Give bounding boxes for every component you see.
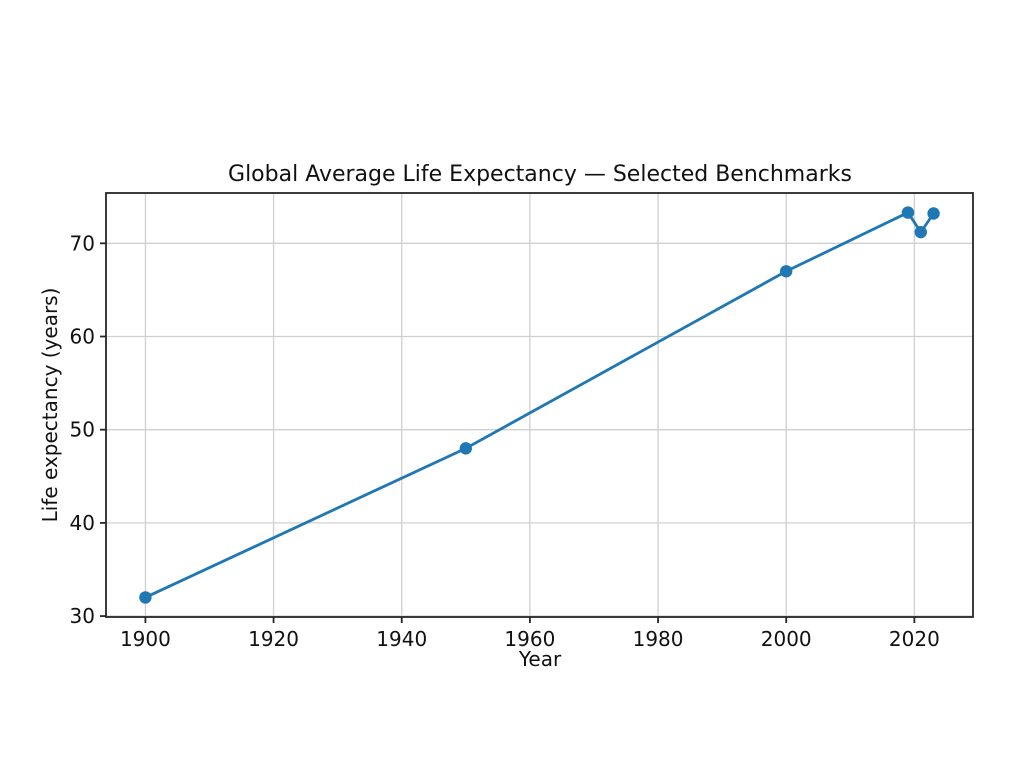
gridlines [106, 193, 973, 617]
x-axis-label: Year [518, 647, 562, 671]
axis-ticks: 1900 1920 1940 1960 1980 2000 2020 30 40 50 60 70 [70, 231, 940, 651]
y-tick-label: 70 [70, 231, 95, 255]
plot-border [105, 192, 974, 618]
data-point [927, 207, 940, 220]
x-tick-label: 1920 [248, 627, 299, 651]
chart-line [144, 211, 935, 599]
data-series [139, 206, 940, 604]
x-tick-label: 1960 [504, 627, 555, 651]
data-point [139, 591, 152, 604]
x-tick-label: 1940 [376, 627, 427, 651]
x-tick-label: 2020 [889, 627, 940, 651]
chart-title: Global Average Life Expectancy — Selecte… [228, 162, 852, 187]
data-point [780, 265, 793, 278]
y-tick-label: 60 [70, 325, 95, 349]
y-tick-label: 40 [70, 511, 95, 535]
y-tick-label: 50 [70, 418, 95, 442]
x-tick-label: 1900 [120, 627, 171, 651]
x-tick-label: 2000 [761, 627, 812, 651]
data-point [901, 206, 915, 219]
data-point [459, 442, 473, 455]
data-point [914, 225, 927, 239]
y-axis-label: Life expectancy (years) [38, 288, 62, 523]
y-tick-label: 30 [70, 604, 95, 628]
x-tick-label: 1980 [633, 627, 684, 651]
